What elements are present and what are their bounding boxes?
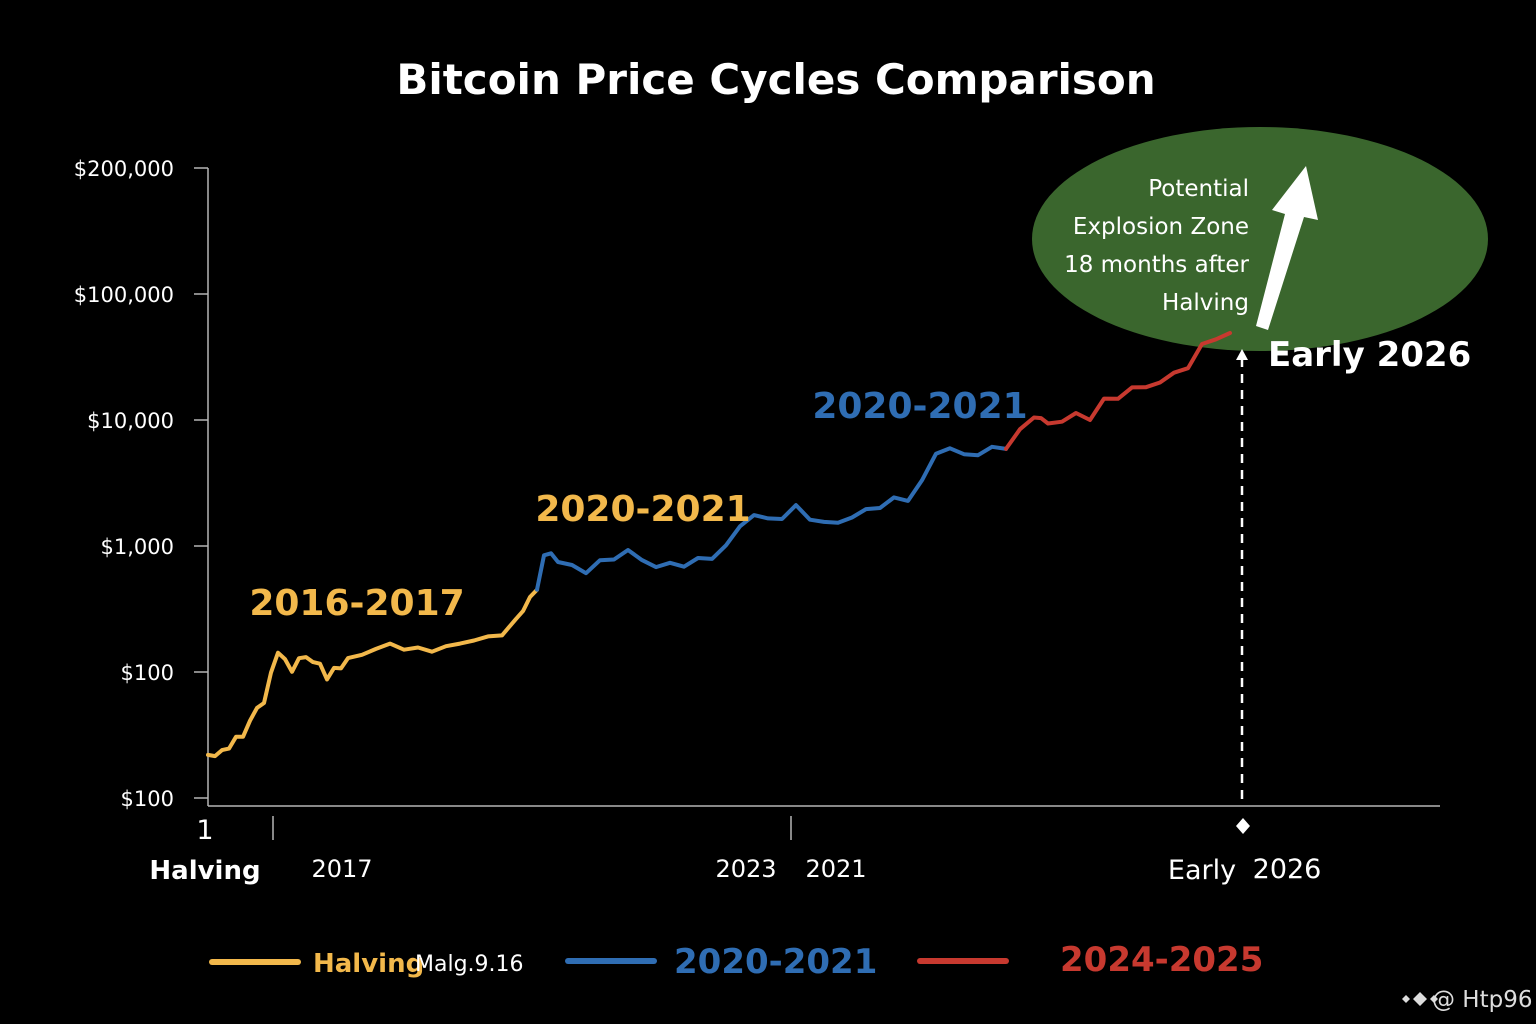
x-tick-label: Early xyxy=(1168,855,1236,886)
y-tick-group: $200,000 $100,000 $10,000 $1,000 $100 $1… xyxy=(74,157,208,811)
y-tick-label: $100 xyxy=(121,661,174,685)
up-arrow-icon xyxy=(1256,166,1318,330)
y-tick-label: $200,000 xyxy=(74,157,174,181)
series-line-2024-2025 xyxy=(1004,331,1232,451)
chart-title: Bitcoin Price Cycles Comparison xyxy=(396,55,1155,104)
legend-label-2020-2021: 2020-2021 xyxy=(674,942,877,982)
x-tick-label: Halving xyxy=(149,856,260,886)
y-tick-label: $100 xyxy=(121,787,174,811)
watermark-text: @ Htp96 xyxy=(1432,987,1533,1013)
cycle-label-2020-2021-gold: 2020-2021 xyxy=(535,489,750,530)
y-tick-label: $10,000 xyxy=(87,409,174,433)
early-2026-label: Early 2026 xyxy=(1268,335,1471,375)
legend-label-2024-2025: 2024-2025 xyxy=(1060,940,1263,980)
series-line-2020-2021 xyxy=(535,444,1008,592)
zone-text-line: Explosion Zone xyxy=(1073,214,1249,240)
x-tick-label: 2021 xyxy=(805,855,866,883)
x-tick-label: 2017 xyxy=(311,855,372,883)
marker-arrowhead-icon xyxy=(1236,349,1248,360)
zone-text-line: Potential xyxy=(1148,176,1249,202)
legend-note: Malg.9.16 xyxy=(415,952,524,977)
series-line-2016-2017 xyxy=(206,587,539,759)
x-tick-group: 1 Halving 2017 2023 2021 Early 2026 xyxy=(149,815,1321,886)
explosion-zone xyxy=(1032,127,1488,351)
legend: Halving Malg.9.16 2020-2021 2024-2025 xyxy=(209,940,1263,982)
watermark: @ Htp96 xyxy=(1402,987,1533,1013)
y-tick-label: $1,000 xyxy=(101,535,174,559)
zone-text-line: Halving xyxy=(1162,290,1249,316)
x-tick-label: 1 xyxy=(196,815,213,846)
series-layer xyxy=(206,331,1232,759)
diamond-marker-icon xyxy=(1236,818,1250,834)
binance-logo-icon xyxy=(1402,992,1438,1006)
cycle-label-2020-2021-blue: 2020-2021 xyxy=(812,386,1027,427)
cycle-label-2016-2017: 2016-2017 xyxy=(249,583,464,624)
y-tick-label: $100,000 xyxy=(74,283,174,307)
x-tick-label: 2026 xyxy=(1253,854,1322,885)
legend-label-halving: Halving xyxy=(313,949,424,979)
x-tick-label: 2023 xyxy=(715,855,776,883)
zone-text-line: 18 months after xyxy=(1064,252,1249,278)
